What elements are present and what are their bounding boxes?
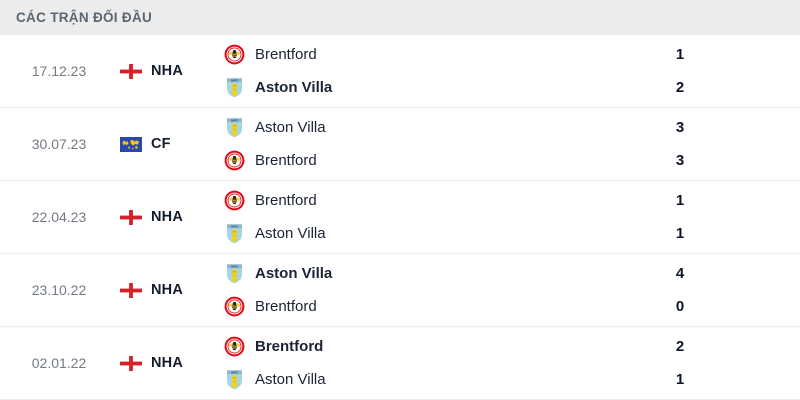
page-title: CÁC TRẬN ĐỐI ĐẦU [16,10,153,25]
competition-label: NHA [151,63,184,79]
brentford-badge-icon [224,44,245,65]
home-team-name: Aston Villa [255,119,326,136]
competition-label: NHA [151,355,184,371]
home-score: 2 [675,338,685,355]
aston-villa-badge-icon: AVFC [227,224,242,244]
competition-cell[interactable]: NHA [118,63,220,79]
home-team[interactable]: AVFC Aston Villa [224,118,600,138]
home-score-line: 4 [600,264,760,284]
away-score-line: 1 [600,370,760,390]
brentford-badge-icon [224,150,245,171]
away-team-name: Aston Villa [255,371,326,388]
england-flag-icon [120,282,142,298]
teams-cell: AVFC Aston Villa Brentford [220,264,600,317]
match-date: 17.12.23 [31,63,87,79]
competition-label: NHA [151,282,184,298]
home-team-name: Aston Villa [255,265,333,282]
competition-cell[interactable]: NHA [118,282,220,298]
away-score-line: 1 [600,224,760,244]
brentford-badge-icon [224,336,245,357]
match-date: 23.10.22 [31,282,87,298]
match-date: 30.07.23 [31,136,87,152]
svg-text:AVFC: AVFC [231,370,238,374]
away-team-name: Aston Villa [255,225,326,242]
home-score: 1 [675,46,685,63]
aston-villa-badge-icon: AVFC [227,118,242,138]
away-score-line: 3 [600,151,760,171]
aston-villa-badge-icon: AVFC [227,370,242,390]
away-score: 1 [675,371,685,388]
match-row[interactable]: 22.04.23 NHA Brentford AVFC Aston Villa 1 1 [0,181,800,254]
competition-cell[interactable]: CF [118,136,220,152]
home-score-line: 1 [600,45,760,65]
match-row[interactable]: 23.10.22 NHA AVFC Aston Villa Brentford 4 0 [0,254,800,327]
home-team[interactable]: Brentford [224,336,600,357]
brentford-badge-icon [224,190,245,211]
match-date: 22.04.23 [31,209,87,225]
svg-text:AVFC: AVFC [231,224,238,228]
away-team-name: Brentford [255,152,317,169]
england-flag-icon [120,63,142,79]
competition-cell[interactable]: NHA [118,355,220,371]
match-list: 17.12.23 NHA Brentford AVFC Aston Villa 1 2 30.… [0,35,800,400]
match-row[interactable]: 17.12.23 NHA Brentford AVFC Aston Villa 1 2 [0,35,800,108]
teams-cell: Brentford AVFC Aston Villa [220,336,600,390]
svg-text:AVFC: AVFC [231,118,238,122]
match-row[interactable]: 30.07.23 CF AVFC Aston Villa Brentford 3 3 [0,108,800,181]
away-team[interactable]: Brentford [224,150,600,171]
teams-cell: Brentford AVFC Aston Villa [220,190,600,244]
home-team[interactable]: Brentford [224,190,600,211]
away-team[interactable]: Brentford [224,296,600,317]
home-score-line: 3 [600,118,760,138]
away-score-line: 2 [600,78,760,98]
svg-text:AVFC: AVFC [231,78,238,82]
brentford-badge-icon [224,296,245,317]
home-team-name: Brentford [255,46,317,63]
home-score-line: 2 [600,337,760,357]
home-score-line: 1 [600,191,760,211]
away-team[interactable]: AVFC Aston Villa [224,370,600,390]
away-score: 0 [675,298,685,315]
home-team-name: Brentford [255,192,317,209]
away-score: 1 [675,225,685,242]
away-team-name: Brentford [255,298,317,315]
away-score: 2 [675,79,685,96]
aston-villa-badge-icon: AVFC [227,78,242,98]
away-team[interactable]: AVFC Aston Villa [224,78,600,98]
home-score: 1 [675,192,685,209]
home-team-name: Brentford [255,338,324,355]
away-score: 3 [675,152,685,169]
away-team[interactable]: AVFC Aston Villa [224,224,600,244]
competition-label: NHA [151,209,184,225]
competition-cell[interactable]: NHA [118,209,220,225]
home-team[interactable]: AVFC Aston Villa [224,264,600,284]
panel-header: CÁC TRẬN ĐỐI ĐẦU [0,0,800,35]
aston-villa-badge-icon: AVFC [227,264,242,284]
teams-cell: Brentford AVFC Aston Villa [220,44,600,98]
home-score: 4 [675,265,685,282]
away-score-line: 0 [600,297,760,317]
friendly-flag-icon [120,136,142,152]
away-team-name: Aston Villa [255,79,333,96]
match-date: 02.01.22 [31,355,87,371]
home-team[interactable]: Brentford [224,44,600,65]
competition-label: CF [151,136,171,152]
home-score: 3 [675,119,685,136]
svg-text:AVFC: AVFC [231,264,238,268]
teams-cell: AVFC Aston Villa Brentford [220,118,600,171]
match-row[interactable]: 02.01.22 NHA Brentford AVFC Aston Villa 2 1 [0,327,800,400]
england-flag-icon [120,209,142,225]
england-flag-icon [120,355,142,371]
